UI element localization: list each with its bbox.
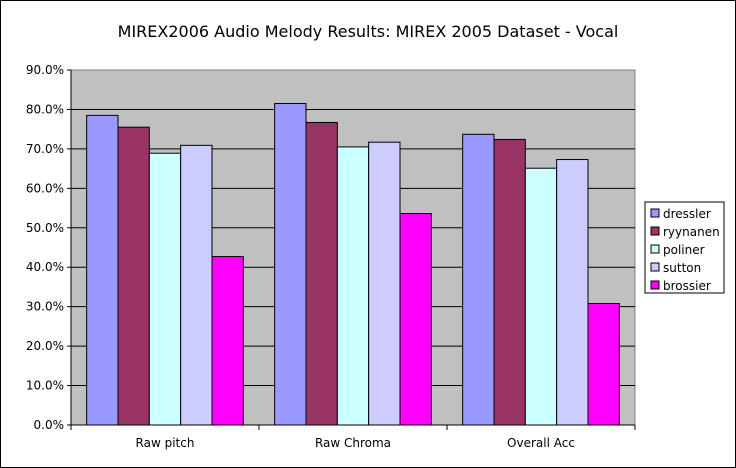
- y-tick-label: 30.0%: [26, 300, 64, 314]
- legend-label-ryynanen: ryynanen: [663, 225, 720, 239]
- legend-swatch-dressler: [650, 208, 660, 218]
- x-tick-label: Overall Acc: [507, 436, 575, 450]
- bar-brossier: [399, 213, 432, 426]
- x-tick-label: Raw Chroma: [315, 436, 391, 450]
- bar-dressler: [462, 133, 495, 426]
- y-tick-label: 40.0%: [26, 260, 64, 274]
- bar-ryynanen: [493, 138, 526, 426]
- chart-title: MIREX2006 Audio Melody Results: MIREX 20…: [118, 22, 619, 41]
- bar-poliner: [148, 152, 182, 426]
- y-tick-label: 10.0%: [26, 379, 64, 393]
- y-tick-label: 0.0%: [34, 418, 65, 432]
- bar-brossier: [587, 303, 620, 426]
- legend-swatch-poliner: [650, 244, 660, 254]
- bar-dressler: [274, 103, 307, 426]
- y-tick-label: 80.0%: [26, 102, 64, 116]
- y-tick-label: 90.0%: [26, 63, 64, 77]
- y-tick-label: 60.0%: [26, 181, 64, 195]
- legend-swatch-sutton: [650, 262, 660, 272]
- bar-ryynanen: [117, 126, 150, 426]
- bar-poliner: [524, 167, 558, 426]
- bar-sutton: [556, 159, 589, 426]
- y-axis-ticks: 0.0% 10.0% 20.0% 30.0% 40.0% 50.0% 60.0% 70.0% 8…: [26, 63, 71, 432]
- legend-label-brossier: brossier: [663, 279, 711, 293]
- bar-dressler: [86, 114, 119, 426]
- bar-poliner: [336, 146, 370, 426]
- y-tick-label: 70.0%: [26, 142, 64, 156]
- bars: [86, 103, 620, 426]
- legend-label-sutton: sutton: [663, 261, 701, 275]
- y-tick-label: 50.0%: [26, 221, 64, 235]
- axes: [70, 70, 635, 426]
- bar-ryynanen: [305, 121, 338, 426]
- legend-label-poliner: poliner: [663, 243, 705, 257]
- legend: dressler ryynanen poliner sutton brossier: [644, 201, 725, 294]
- x-tick-label: Raw pitch: [136, 436, 195, 450]
- legend-swatch-brossier: [650, 280, 660, 290]
- legend-label-dressler: dressler: [663, 207, 711, 221]
- legend-swatch-ryynanen: [650, 226, 660, 236]
- bar-brossier: [211, 256, 244, 426]
- bar-sutton: [368, 141, 401, 426]
- bar-sutton: [180, 144, 213, 426]
- y-tick-label: 20.0%: [26, 339, 64, 353]
- x-axis-ticks: Raw pitch Raw Chroma Overall Acc: [70, 425, 636, 450]
